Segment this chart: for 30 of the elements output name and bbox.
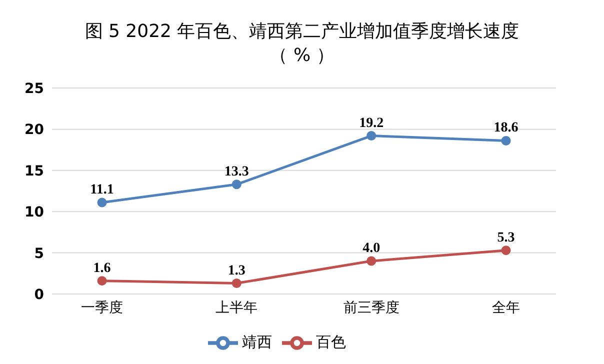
data-label: 19.2 <box>359 116 384 131</box>
legend-label: 百色 <box>316 333 346 352</box>
point <box>232 278 242 288</box>
x-tick-label: 上半年 <box>216 300 258 316</box>
x-tick-label: 全年 <box>492 300 520 316</box>
y-tick-label: 20 <box>24 122 44 138</box>
point <box>232 180 242 190</box>
y-tick-label: 15 <box>24 163 44 180</box>
y-tick-label: 0 <box>34 286 44 303</box>
y-tick-label: 25 <box>24 80 44 97</box>
data-label: 11.1 <box>90 182 114 198</box>
data-label: 1.3 <box>228 263 246 278</box>
point <box>366 256 376 266</box>
data-label: 18.6 <box>494 120 518 136</box>
data-label: 1.6 <box>93 260 111 276</box>
point <box>97 276 107 286</box>
data-label: 13.3 <box>224 164 249 180</box>
data-label: 4.0 <box>362 241 380 256</box>
x-tick-label: 前三季度 <box>343 300 400 316</box>
point <box>366 131 376 141</box>
chart-title: 图 5 2022 年百色、靖西第二产业增加值季度增长速度 <box>84 20 520 44</box>
point <box>501 246 511 256</box>
y-tick-label: 10 <box>24 204 44 221</box>
point <box>97 198 107 208</box>
x-tick-label: 一季度 <box>81 300 123 316</box>
data-label: 5.3 <box>497 230 515 246</box>
chart-subtitle: （ % ） <box>268 44 336 68</box>
y-tick-label: 5 <box>34 246 44 262</box>
point <box>501 136 511 146</box>
legend-label: 靖西 <box>242 333 272 352</box>
